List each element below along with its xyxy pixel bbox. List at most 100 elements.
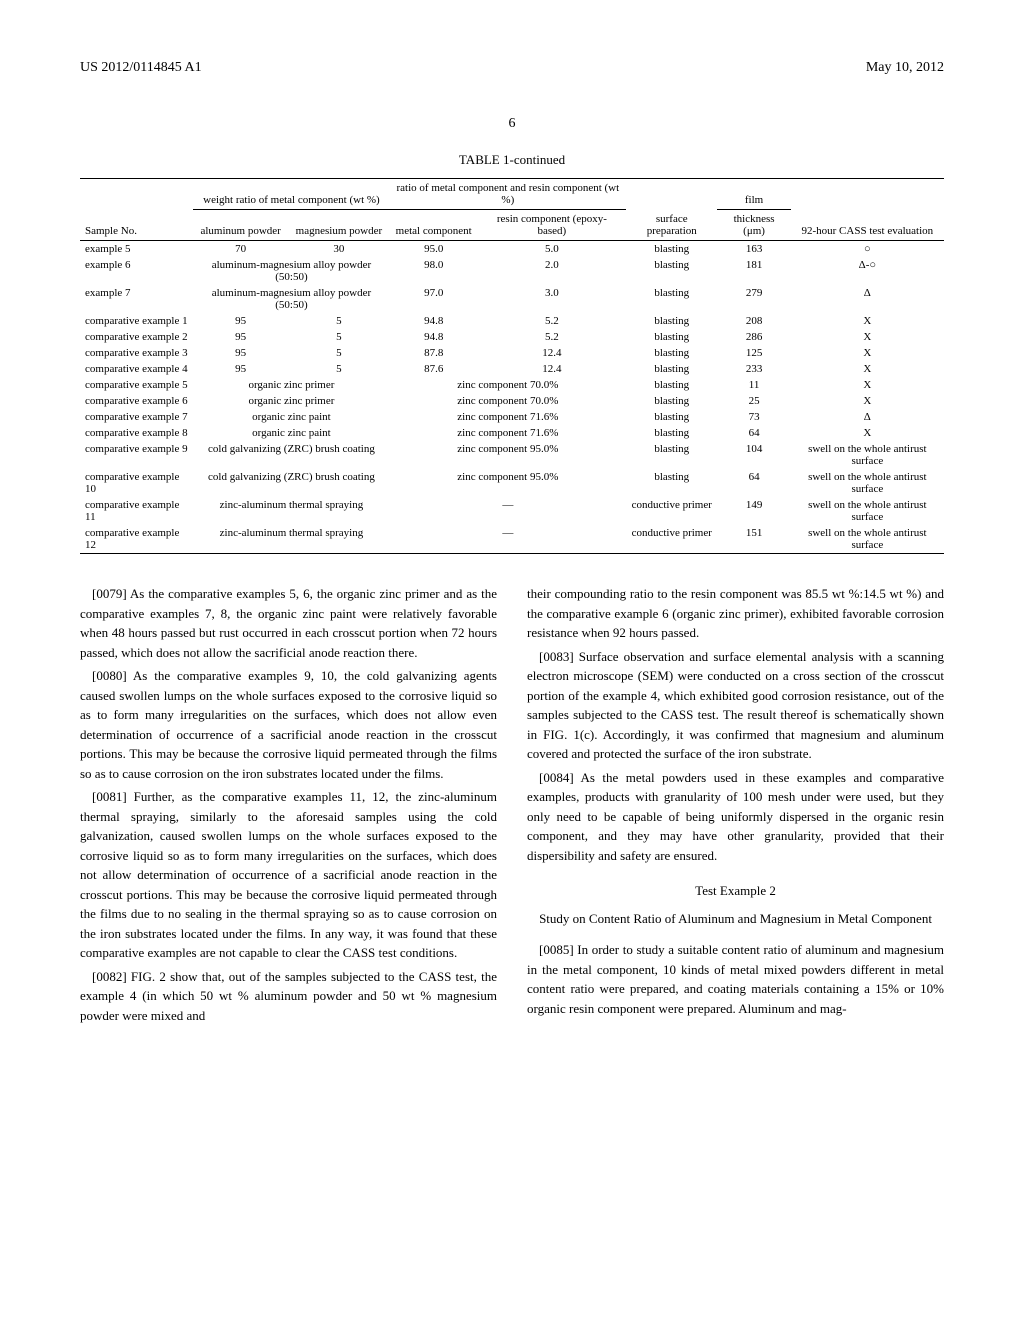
cell-sample: example 6 <box>80 257 193 285</box>
cell-al: 95 <box>193 345 288 361</box>
paragraph: [0081] Further, as the comparative examp… <box>80 787 497 963</box>
table-row: comparative example 195594.85.2blasting2… <box>80 313 944 329</box>
cell-thickness: 181 <box>717 257 790 285</box>
col-metal: metal component <box>390 210 478 241</box>
para-number: [0079] <box>92 586 127 601</box>
cell-surface: conductive primer <box>626 525 717 554</box>
cell-alloy: aluminum-magnesium alloy powder (50:50) <box>193 257 389 285</box>
cell-surface: conductive primer <box>626 497 717 525</box>
cell-sample: comparative example 3 <box>80 345 193 361</box>
cell-surface: blasting <box>626 469 717 497</box>
cell-alloy: organic zinc paint <box>193 425 389 441</box>
cell-metal-resin: zinc component 95.0% <box>390 469 626 497</box>
cell-eval: swell on the whole antirust surface <box>791 441 944 469</box>
table-body: example 5703095.05.0blasting163○example … <box>80 241 944 554</box>
cell-alloy: zinc-aluminum thermal spraying <box>193 525 389 554</box>
cell-mg: 5 <box>288 329 390 345</box>
cell-surface: blasting <box>626 361 717 377</box>
cell-sample: comparative example 10 <box>80 469 193 497</box>
cell-surface: blasting <box>626 441 717 469</box>
cell-metal: 87.8 <box>390 345 478 361</box>
cell-metal-resin: zinc component 71.6% <box>390 409 626 425</box>
cell-surface: blasting <box>626 241 717 258</box>
cell-thickness: 208 <box>717 313 790 329</box>
cell-metal: 98.0 <box>390 257 478 285</box>
cell-eval: swell on the whole antirust surface <box>791 469 944 497</box>
cell-thickness: 64 <box>717 425 790 441</box>
cell-thickness: 73 <box>717 409 790 425</box>
col-thickness: thickness (μm) <box>717 210 790 241</box>
cell-metal-resin: — <box>390 525 626 554</box>
table-row: comparative example 9cold galvanizing (Z… <box>80 441 944 469</box>
page-number: 6 <box>80 116 944 132</box>
paragraph: [0083] Surface observation and surface e… <box>527 647 944 764</box>
cell-al: 95 <box>193 361 288 377</box>
table-row: comparative example 295594.85.2blasting2… <box>80 329 944 345</box>
table-row: comparative example 7organic zinc paintz… <box>80 409 944 425</box>
cell-metal: 94.8 <box>390 313 478 329</box>
col-al: aluminum powder <box>193 210 288 241</box>
left-column: [0079] As the comparative examples 5, 6,… <box>80 584 497 1029</box>
col-resin: resin component (epoxy-based) <box>478 210 626 241</box>
cell-thickness: 151 <box>717 525 790 554</box>
cell-surface: blasting <box>626 377 717 393</box>
cell-eval: swell on the whole antirust surface <box>791 497 944 525</box>
col-surface: surface preparation <box>626 210 717 241</box>
table-row: comparative example 12zinc-aluminum ther… <box>80 525 944 554</box>
cell-alloy: organic zinc paint <box>193 409 389 425</box>
cell-al: 95 <box>193 329 288 345</box>
cell-thickness: 286 <box>717 329 790 345</box>
cell-metal-resin: zinc component 70.0% <box>390 393 626 409</box>
cell-eval: X <box>791 393 944 409</box>
cell-metal-resin: zinc component 70.0% <box>390 377 626 393</box>
cell-surface: blasting <box>626 345 717 361</box>
cell-eval: ○ <box>791 241 944 258</box>
cell-resin: 12.4 <box>478 361 626 377</box>
right-column: their compounding ratio to the resin com… <box>527 584 944 1029</box>
cell-thickness: 125 <box>717 345 790 361</box>
cell-eval: Δ <box>791 285 944 313</box>
cell-eval: X <box>791 425 944 441</box>
cell-alloy: cold galvanizing (ZRC) brush coating <box>193 441 389 469</box>
data-table: weight ratio of metal component (wt %) r… <box>80 178 944 554</box>
cell-mg: 5 <box>288 345 390 361</box>
table-row: comparative example 8organic zinc paintz… <box>80 425 944 441</box>
cell-resin: 3.0 <box>478 285 626 313</box>
test-example-subtitle: Study on Content Ratio of Aluminum and M… <box>527 909 944 929</box>
paragraph: [0082] FIG. 2 show that, out of the samp… <box>80 967 497 1026</box>
cell-al: 95 <box>193 313 288 329</box>
cell-sample: example 7 <box>80 285 193 313</box>
cell-al: 70 <box>193 241 288 258</box>
para-number: [0083] <box>539 649 574 664</box>
cell-mg: 5 <box>288 313 390 329</box>
col-eval: 92-hour CASS test evaluation <box>791 210 944 241</box>
cell-sample: comparative example 12 <box>80 525 193 554</box>
cell-surface: blasting <box>626 257 717 285</box>
table-row: comparative example 11zinc-aluminum ther… <box>80 497 944 525</box>
cell-alloy: aluminum-magnesium alloy powder (50:50) <box>193 285 389 313</box>
col-mg: magnesium powder <box>288 210 390 241</box>
cell-surface: blasting <box>626 409 717 425</box>
table-title: TABLE 1-continued <box>80 152 944 168</box>
cell-thickness: 233 <box>717 361 790 377</box>
test-example-title: Test Example 2 <box>527 881 944 901</box>
cell-mg: 30 <box>288 241 390 258</box>
cell-sample: comparative example 7 <box>80 409 193 425</box>
cell-sample: comparative example 11 <box>80 497 193 525</box>
cell-thickness: 64 <box>717 469 790 497</box>
cell-surface: blasting <box>626 425 717 441</box>
para-number: [0080] <box>92 668 127 683</box>
para-number: [0081] <box>92 789 127 804</box>
cell-alloy: organic zinc primer <box>193 393 389 409</box>
cell-alloy: zinc-aluminum thermal spraying <box>193 497 389 525</box>
table-row: comparative example 5organic zinc primer… <box>80 377 944 393</box>
cell-thickness: 104 <box>717 441 790 469</box>
cell-thickness: 163 <box>717 241 790 258</box>
cell-metal-resin: zinc component 95.0% <box>390 441 626 469</box>
publication-number: US 2012/0114845 A1 <box>80 60 202 76</box>
cell-surface: blasting <box>626 285 717 313</box>
page-header: US 2012/0114845 A1 May 10, 2012 <box>80 60 944 76</box>
cell-metal-resin: zinc component 71.6% <box>390 425 626 441</box>
cell-eval: X <box>791 345 944 361</box>
cell-thickness: 149 <box>717 497 790 525</box>
